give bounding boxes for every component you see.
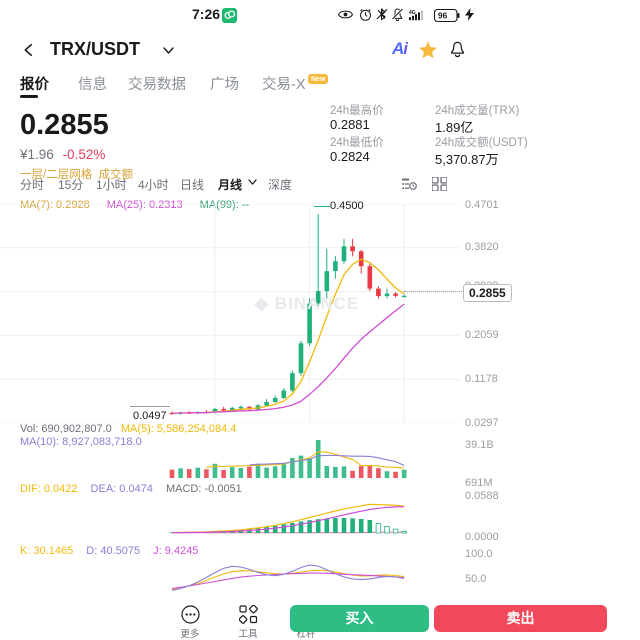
svg-text:96: 96	[438, 11, 448, 21]
svg-text:4G: 4G	[409, 10, 416, 16]
